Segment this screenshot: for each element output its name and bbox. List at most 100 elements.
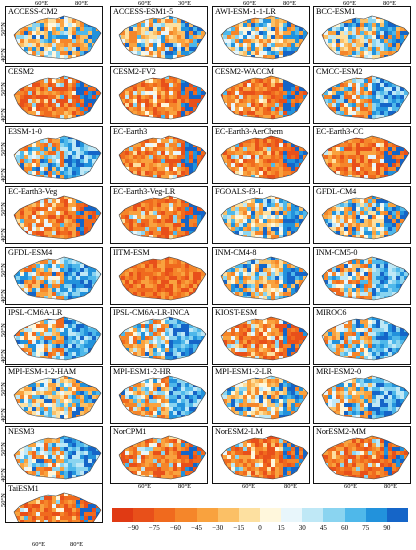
map-image [220,435,309,480]
model-label: IPSL-CM6A-LR-INCA [113,308,190,317]
map-image [321,15,410,60]
map-panel: ACCESS-ESM1-5 [110,6,208,64]
colorbar-swatch [217,508,240,522]
map-image [220,195,309,240]
model-label: IITM-ESM [113,248,150,257]
map-image [321,75,410,120]
colorbar-swatch [260,508,282,522]
model-label: NorESM2-MM [316,427,366,436]
axis-tick-label: 60°E [242,483,256,490]
colorbar-swatch [386,508,409,522]
colorbar: −90 −75 −60 −45 −30 −15 0 15 30 45 60 75 90 [112,508,409,532]
model-label: TaiESM1 [8,484,39,493]
model-label: ACCESS-CM2 [8,7,58,16]
colorbar-swatch [281,508,303,522]
axis-tick-label: 80°E [383,0,397,7]
model-label: MIROC6 [316,308,347,317]
axis-tick-label: 50°N [0,22,7,36]
model-label: NorESM2-LM [215,427,263,436]
axis-tick-label: 80°E [70,541,84,548]
map-panel: CESM2-WACCM [212,66,310,124]
map-image [321,195,410,240]
map-panel: CESM2 [5,66,103,124]
axis-tick-label: 50°N [0,82,7,96]
axis-tick-label: 50°N [0,382,7,396]
map-image [321,135,410,180]
map-panel: NESM3 [5,426,103,484]
colorbar-tick-label: −90 [127,524,139,532]
axis-tick-label: 60°E [32,541,46,548]
axis-tick-label: 50°N [0,202,7,216]
colorbar-swatch [323,508,346,522]
model-label: CMCC-ESM2 [316,67,363,76]
colorbar-tick-label: −45 [191,524,203,532]
map-image [118,195,207,240]
map-panel: AWI-ESM-1-1-LR [212,6,310,64]
map-panel: MPI-ESM1-2-LR [212,366,310,424]
map-image [13,135,102,180]
map-panel: IITM-ESM [110,247,208,305]
map-image [220,15,309,60]
map-image [220,375,309,420]
map-panel: GFDL-CM4 [313,186,411,244]
axis-tick-label: 40°N [0,289,7,303]
model-label: ACCESS-ESM1-5 [113,7,174,16]
model-label: CESM2-WACCM [215,67,274,76]
colorbar-tick-label: −60 [169,524,181,532]
colorbar-swatch [196,508,219,522]
colorbar-swatch [344,508,367,522]
colorbar-swatch [365,508,388,522]
map-panel: IPSL-CM6A-LR-INCA [110,307,208,365]
map-panel: BCC-ESM1 [313,6,411,64]
map-image [118,435,207,480]
colorbar-tick-label: −75 [148,524,160,532]
map-panel: EC-Earth3-AerChem [212,126,310,184]
axis-tick-label: 40°N [0,408,7,422]
axis-tick-label: 60°E [35,0,49,7]
map-panel: NorESM2-LM [212,426,310,484]
map-panel: KIOST-ESM [212,307,310,365]
map-panel: ACCESS-CM2 [5,6,103,64]
model-label: GFDL-ESM4 [8,248,53,257]
colorbar-swatch [112,508,134,522]
colorbar-swatch [175,508,198,522]
axis-tick-label: 50°N [0,142,7,156]
map-image [220,256,309,301]
colorbar-tick-label: 45 [319,524,327,532]
axis-tick-label: 50°N [0,323,7,337]
map-image [118,15,207,60]
axis-tick-label: 60°E [343,0,357,7]
map-image [321,256,410,301]
model-label: NorCPM1 [113,427,147,436]
map-panel: EC-Earth3-Veg-LR [110,186,208,244]
map-image [13,316,102,361]
model-label: MPI-ESM1-2-LR [215,367,272,376]
map-image [118,135,207,180]
map-panel: EC-Earth3 [110,126,208,184]
axis-tick-label: 60°E [344,483,358,490]
map-panel: GFDL-ESM4 [5,247,103,305]
axis-tick-label: 40°N [0,168,7,182]
model-label: EC-Earth3-AerChem [215,127,283,136]
axis-tick-label: 50°N [0,263,7,277]
model-label: EC-Earth3-Veg [8,187,58,196]
model-label: CESM2-FV2 [113,67,156,76]
map-image [13,435,102,480]
model-label: MPI-ESM1-2-HR [113,367,171,376]
map-panel: NorESM2-MM [313,426,411,484]
map-image [13,375,102,420]
map-image [118,316,207,361]
axis-tick-label: 60°E [243,0,257,7]
map-panel: TaiESM1 [5,483,103,523]
map-image [13,15,102,60]
model-label: INM-CM5-0 [316,248,358,257]
axis-tick-label: 60°E [138,483,152,490]
axis-tick-label: 50°N [0,493,7,507]
model-label: FGOALS-f3-L [215,187,264,196]
map-image [118,256,207,301]
map-panel: NorCPM1 [110,426,208,484]
axis-tick-label: 80°E [75,0,89,7]
model-label: KIOST-ESM [215,308,258,317]
axis-tick-label: 40°N [0,48,7,62]
colorbar-tick-label: 90 [383,524,391,532]
